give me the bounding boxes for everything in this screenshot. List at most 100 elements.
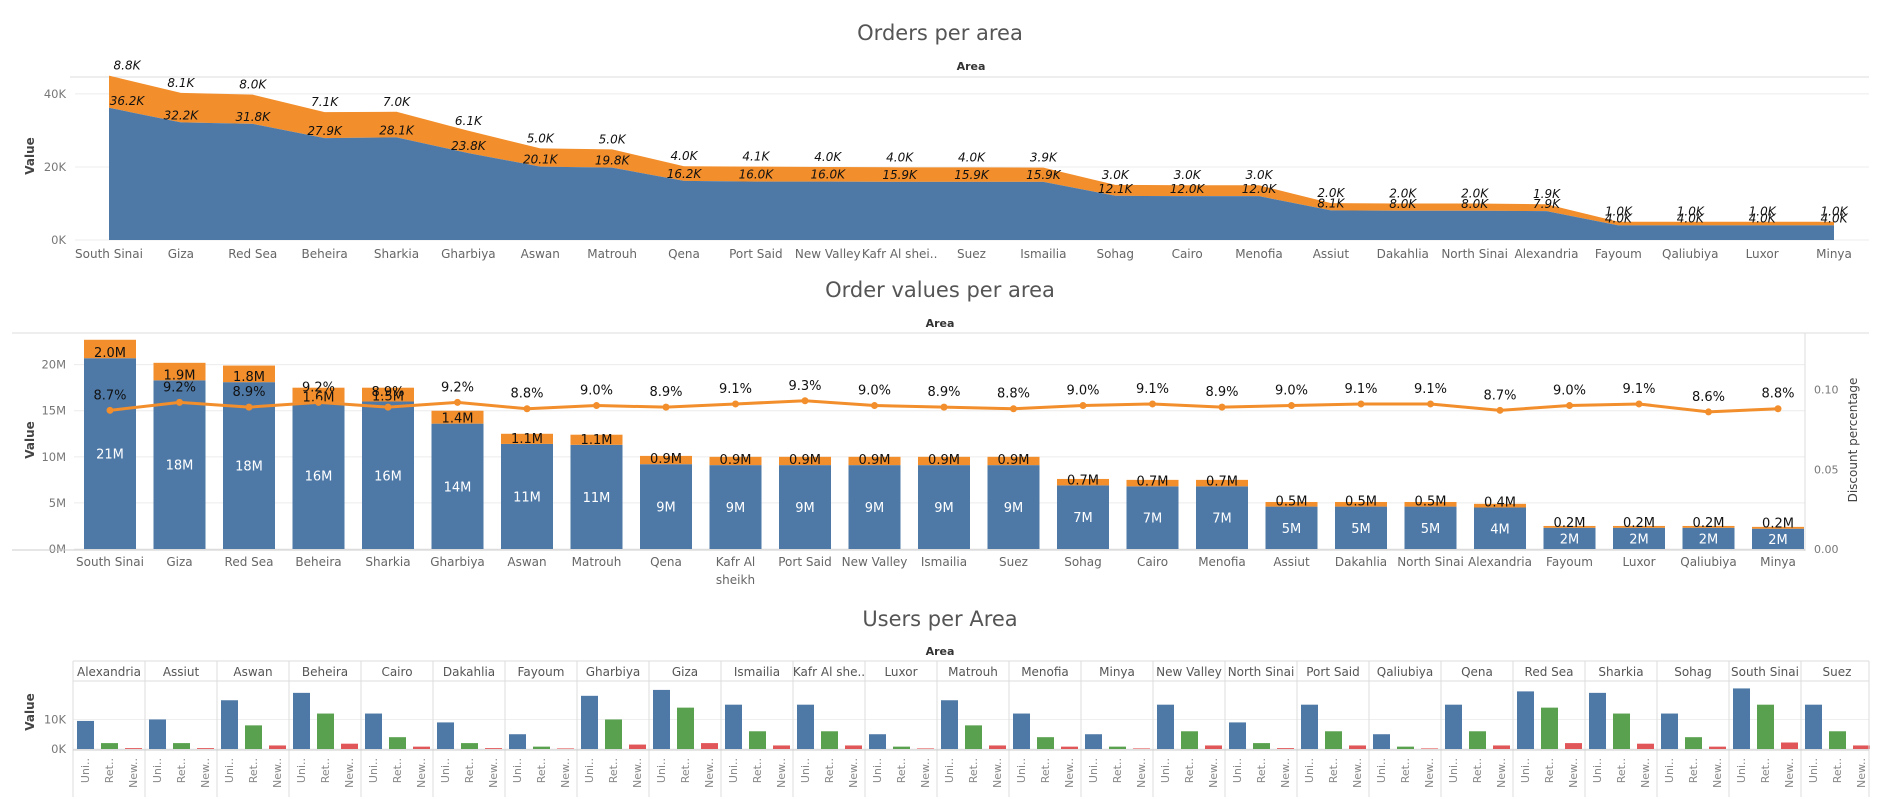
order-discount-bar: [292, 387, 345, 403]
discount-label: 9.2%: [163, 380, 196, 395]
facet-label: North Sinai: [1228, 665, 1295, 679]
order-value-label: 14M: [444, 480, 472, 495]
users-bar: [1301, 704, 1318, 749]
discount-label: 8.7%: [1483, 388, 1516, 403]
order-discount-label: 0.7M: [1206, 474, 1238, 489]
order-values-x-tick: Beheira: [295, 555, 341, 569]
facet-label: Qaliubiya: [1377, 665, 1433, 679]
order-value-label: 2M: [1768, 533, 1788, 548]
orders-series-1-label: 15.9K: [954, 168, 990, 182]
users-sub-category-label: Ret..: [823, 758, 836, 783]
discount-point: [801, 397, 809, 405]
order-value-label: 2M: [1629, 532, 1649, 547]
order-discount-label: 0.9M: [928, 453, 960, 468]
users-sub-category-label: Ret..: [1255, 758, 1268, 783]
facet-label: Beheira: [302, 665, 348, 679]
order-value-label: 7M: [1073, 511, 1093, 526]
users-bar: [773, 745, 790, 749]
users-sub-category-label: Ret..: [967, 758, 980, 783]
orders-series-1-label: 8.0K: [1389, 197, 1417, 211]
order-value-bar: [153, 380, 206, 549]
orders-x-tick: Sharkia: [374, 247, 419, 261]
order-value-bar: [987, 465, 1040, 549]
orders-x-tick: Kafr Al shei..: [862, 247, 938, 261]
order-value-bar: [292, 402, 345, 549]
orders-series-1-label: 16.0K: [739, 168, 775, 182]
orders-y-axis-label: Value: [23, 137, 37, 175]
discount-label: 8.6%: [1692, 390, 1725, 405]
orders-series-2-label: 8.8K: [114, 59, 142, 73]
discount-label: 9.0%: [580, 384, 613, 399]
order-discount-bar: [84, 339, 136, 359]
order-values-x-tick: Red Sea: [225, 555, 274, 569]
discount-label: 8.9%: [1205, 385, 1238, 400]
order-value-bar: [431, 423, 484, 549]
users-bar: [1349, 745, 1366, 749]
users-chart-title: Users per Area: [862, 607, 1017, 631]
order-discount-label: 0.9M: [720, 453, 752, 468]
orders-chart-title: Orders per area: [857, 21, 1023, 45]
order-discount-label: 0.2M: [1762, 517, 1794, 532]
facet-label: Port Said: [1306, 665, 1360, 679]
facet-label: Matrouh: [948, 665, 998, 679]
discount-point: [1149, 400, 1156, 408]
users-bar: [341, 743, 358, 749]
order-value-label: 16M: [374, 469, 402, 484]
order-values-x-tick: Giza: [166, 555, 192, 569]
order-values-x-tick: Assiut: [1273, 555, 1310, 569]
order-value-label: 11M: [513, 490, 541, 505]
orders-series-1-label: 19.8K: [595, 154, 631, 168]
users-sub-category-label: Uni..: [1663, 758, 1676, 783]
orders-series-2-label: 4.0K: [886, 150, 914, 164]
discount-point: [940, 403, 948, 411]
users-bar: [317, 713, 334, 749]
order-values-y-tick: 10M: [41, 450, 66, 464]
users-sub-category-label: Ret..: [1039, 758, 1052, 783]
order-values-x-tick: Matrouh: [572, 555, 622, 569]
orders-x-tick: New Valley: [795, 247, 861, 261]
order-discount-bar: [1196, 479, 1248, 487]
order-values-x-tick: Minya: [1760, 555, 1796, 569]
users-sub-category-label: Uni..: [1375, 758, 1388, 783]
users-sub-category-label: New..: [343, 758, 356, 788]
users-sub-category-label: Uni..: [1087, 758, 1100, 783]
facet-label: Gharbiya: [586, 665, 641, 679]
orders-series-1-label: 8.1K: [1317, 196, 1345, 210]
users-bar: [893, 746, 910, 749]
order-discount-bar: [431, 410, 484, 424]
users-bar: [1373, 734, 1390, 749]
users-bar: [1733, 688, 1750, 749]
users-sub-category-label: Ret..: [175, 758, 188, 783]
discount-point: [315, 398, 322, 406]
order-discount-label: 1.4M: [442, 412, 474, 427]
users-bar: [725, 704, 742, 749]
users-bar: [509, 734, 526, 749]
users-bar: [1037, 737, 1054, 749]
discount-point: [662, 403, 670, 411]
users-bar: [149, 719, 166, 749]
orders-series-1-label: 36.2K: [110, 94, 146, 108]
order-discount-bar: [570, 434, 623, 445]
users-bar: [1805, 704, 1822, 749]
users-bar: [365, 713, 382, 749]
order-discount-label: 1.1M: [511, 432, 543, 447]
order-values-x-tick-cont: sheikh: [716, 573, 755, 587]
order-discount-label: 0.7M: [1137, 474, 1169, 489]
users-sub-category-label: Uni..: [1447, 758, 1460, 783]
users-bar: [413, 746, 430, 749]
users-bar: [461, 743, 478, 749]
order-discount-bar: [709, 456, 762, 466]
users-bar: [869, 734, 886, 749]
discount-label: 9.1%: [1622, 382, 1655, 397]
order-value-label: 5M: [1351, 522, 1371, 537]
users-bar: [821, 731, 838, 749]
discount-label: 8.8%: [997, 387, 1030, 402]
users-bar: [389, 737, 406, 749]
users-bar: [293, 692, 310, 749]
users-sub-category-label: New..: [1855, 758, 1868, 788]
discount-point: [176, 398, 183, 406]
discount-point: [384, 403, 392, 411]
users-bar: [1661, 713, 1678, 749]
discount-y-tick: 0.10: [1814, 384, 1839, 397]
